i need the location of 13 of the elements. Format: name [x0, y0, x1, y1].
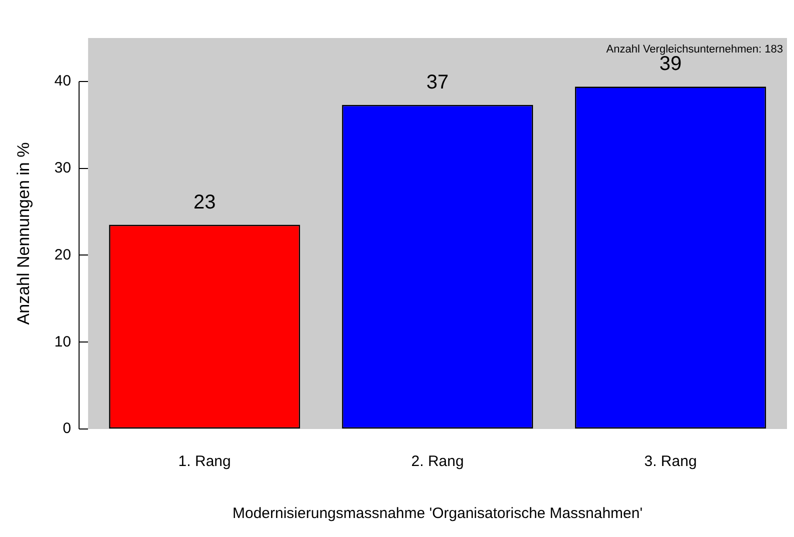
data-label: 37 [426, 71, 449, 94]
x-tick-label: 2. Rang [411, 453, 464, 470]
y-tick-label: 30 [54, 159, 72, 176]
y-axis-title: Anzahl Nennungen in % [14, 142, 33, 325]
y-tick-label: 10 [54, 333, 72, 350]
y-tick-label: 20 [54, 246, 72, 264]
x-tick-label: 1. Rang [178, 453, 231, 470]
annotation: Anzahl Vergleichsunternehmen: 183 [606, 44, 783, 56]
data-label: 23 [193, 191, 216, 214]
y-tick-label: 0 [62, 420, 72, 438]
y-tick-label: 40 [54, 72, 72, 90]
x-axis-title: Modernisierungsmassnahme 'Organisatorische Massnahmen' [232, 505, 643, 522]
x-tick-label: 3. Rang [644, 453, 697, 470]
